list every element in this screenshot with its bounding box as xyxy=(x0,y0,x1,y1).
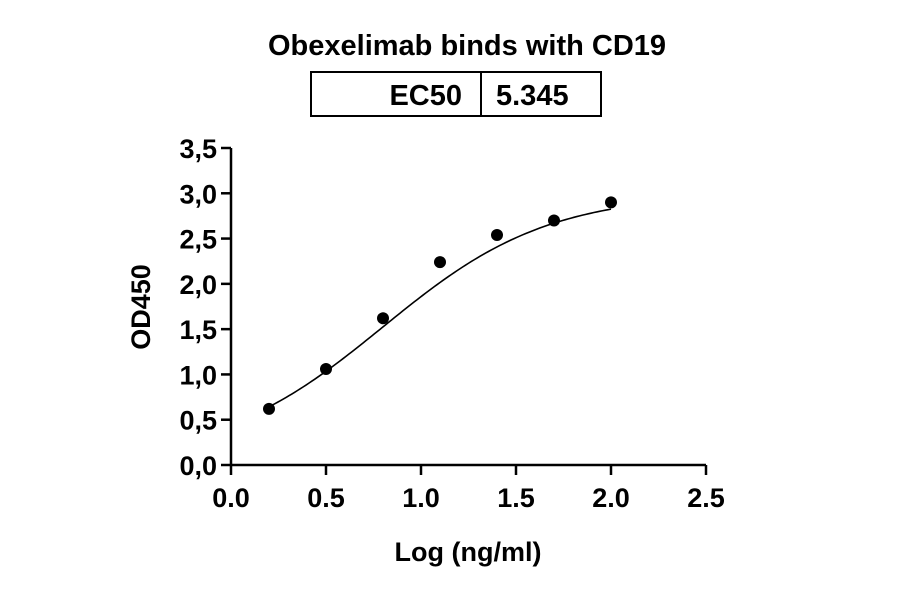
data-point xyxy=(377,312,389,325)
data-point xyxy=(605,196,617,209)
data-point xyxy=(548,214,560,227)
y-tick-label: 3,5 xyxy=(179,134,217,164)
x-tick-label: 1.5 xyxy=(497,483,535,513)
ec50-label: EC50 xyxy=(389,80,462,112)
x-tick-label: 2.5 xyxy=(687,483,725,513)
x-tick-label: 0.0 xyxy=(212,483,250,513)
y-axis-label: OD450 xyxy=(126,264,156,350)
ec50-table: EC50 5.345 xyxy=(310,71,602,117)
data-point xyxy=(263,402,275,415)
y-tick-label: 2,5 xyxy=(179,225,217,255)
y-ticks: 0,0 0,5 1,0 1,5 2,0 2,5 3,0 3,5 xyxy=(179,134,231,481)
data-point xyxy=(320,362,332,375)
chart-title: Obexelimab binds with CD19 xyxy=(268,30,666,62)
ec50-table-border xyxy=(310,71,602,117)
y-tick-label: 3,0 xyxy=(179,179,217,209)
x-axis-label: Log (ng/ml) xyxy=(395,537,542,567)
y-tick-label: 0,0 xyxy=(179,451,217,481)
y-tick-label: 2,0 xyxy=(179,270,217,300)
x-tick-label: 0.5 xyxy=(307,483,345,513)
ec50-value: 5.345 xyxy=(496,80,569,112)
y-tick-label: 0,5 xyxy=(179,406,217,436)
fit-curve xyxy=(268,208,612,408)
axes xyxy=(229,148,706,467)
x-tick-label: 1.0 xyxy=(402,483,440,513)
x-ticks: 0.0 0.5 1.0 1.5 2.0 2.5 xyxy=(212,465,725,513)
data-points xyxy=(263,196,617,415)
data-point xyxy=(491,228,503,241)
x-tick-label: 2.0 xyxy=(592,483,630,513)
y-tick-label: 1,5 xyxy=(179,315,217,345)
data-point xyxy=(434,256,446,269)
y-tick-label: 1,0 xyxy=(179,360,217,390)
